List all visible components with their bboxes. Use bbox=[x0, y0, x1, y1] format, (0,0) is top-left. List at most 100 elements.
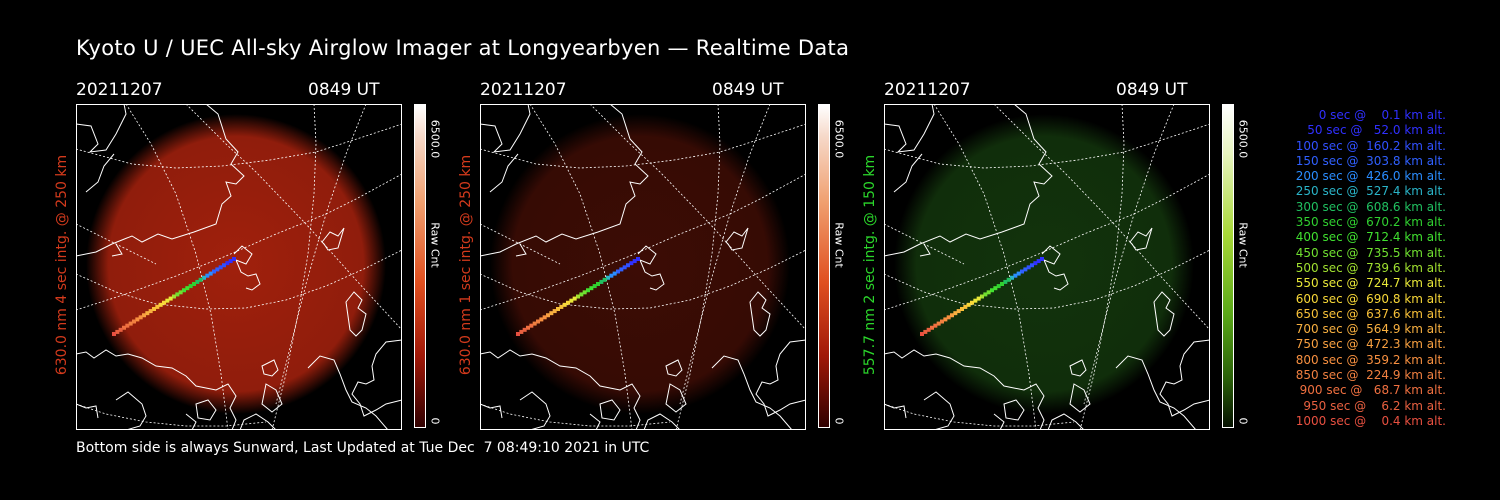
trajectory-point bbox=[976, 296, 981, 301]
grid-line bbox=[185, 104, 402, 331]
coastline bbox=[749, 291, 771, 337]
allsky-map bbox=[884, 104, 1210, 430]
coastline bbox=[1159, 339, 1210, 417]
grid-line bbox=[884, 403, 1075, 427]
colorbar-min-wrap: 0 bbox=[830, 414, 848, 428]
coastline bbox=[884, 104, 1053, 257]
trajectory-point bbox=[996, 284, 1001, 289]
trajectory-point bbox=[208, 271, 213, 276]
trajectory-point bbox=[532, 321, 537, 326]
colorbar-max-wrap: 6500.0 bbox=[426, 104, 444, 174]
coastline bbox=[321, 227, 345, 251]
coastline bbox=[1153, 291, 1175, 337]
trajectory-point bbox=[983, 292, 988, 297]
trajectory-point bbox=[612, 271, 617, 276]
legend-row: 300 sec @ 608.6 km alt. bbox=[1295, 199, 1446, 214]
coastline bbox=[185, 413, 197, 430]
panel-side-label-wrap: 630.0 nm 4 sec intg. @ 250 km bbox=[52, 102, 72, 428]
trajectory-point bbox=[576, 294, 580, 299]
trajectory-point bbox=[950, 313, 954, 318]
trajectory-point bbox=[953, 311, 958, 316]
coastline bbox=[115, 391, 147, 430]
legend-row: 700 sec @ 564.9 km alt. bbox=[1295, 322, 1446, 337]
trajectory-point bbox=[930, 325, 934, 330]
panel-date: 20211207 bbox=[480, 80, 567, 100]
trajectory-point bbox=[118, 327, 123, 332]
coastline bbox=[1115, 355, 1197, 430]
trajectory-point bbox=[1040, 257, 1044, 261]
coastline bbox=[711, 355, 793, 430]
trajectory-point bbox=[212, 269, 216, 274]
legend-row: 850 sec @ 224.9 km alt. bbox=[1295, 368, 1446, 383]
trajectory-point bbox=[539, 317, 544, 322]
grid-line bbox=[480, 173, 806, 311]
trajectory-point bbox=[168, 296, 173, 301]
panel-time: 0849 UT bbox=[308, 80, 380, 100]
trajectory-point bbox=[963, 304, 968, 309]
trajectory-point bbox=[626, 263, 630, 268]
colorbar-max: 6500.0 bbox=[1236, 119, 1250, 159]
trajectory-point bbox=[225, 261, 230, 266]
airglow-image bbox=[490, 114, 790, 414]
coastline bbox=[884, 104, 935, 153]
legend-row: 600 sec @ 690.8 km alt. bbox=[1295, 291, 1446, 306]
coastline bbox=[76, 403, 99, 419]
legend-row: 450 sec @ 735.5 km alt. bbox=[1295, 245, 1446, 260]
trajectory-point bbox=[122, 325, 126, 330]
trajectory-point bbox=[215, 267, 220, 272]
trajectory-point bbox=[923, 329, 928, 334]
trajectory-point bbox=[1006, 277, 1011, 282]
coastline bbox=[76, 104, 245, 257]
trajectory-point bbox=[619, 267, 624, 272]
colorbar-max: 6500.0 bbox=[428, 119, 442, 159]
colorbar-unit-wrap: Raw Cnt bbox=[1234, 210, 1252, 280]
grid-line bbox=[480, 249, 806, 310]
trajectory-point bbox=[632, 259, 637, 264]
trajectory-point bbox=[586, 288, 590, 293]
trajectory-point bbox=[1036, 259, 1041, 264]
trajectory-point bbox=[559, 304, 564, 309]
coastline bbox=[589, 413, 601, 430]
trajectory-point bbox=[933, 323, 938, 328]
coastline bbox=[599, 399, 621, 421]
trajectory-point bbox=[222, 263, 226, 268]
trajectory-point bbox=[566, 300, 570, 305]
trajectory-point bbox=[1016, 271, 1021, 276]
trajectory-point bbox=[546, 313, 550, 318]
coastline bbox=[884, 349, 1045, 430]
grid-line bbox=[1083, 104, 1175, 405]
trajectory-point bbox=[162, 300, 166, 305]
legend-row: 650 sec @ 637.6 km alt. bbox=[1295, 306, 1446, 321]
panel-date: 20211207 bbox=[884, 80, 971, 100]
trajectory-point bbox=[228, 259, 233, 264]
coastline bbox=[233, 245, 261, 291]
legend-row: 250 sec @ 527.4 km alt. bbox=[1295, 184, 1446, 199]
colorbar-unit: Raw Cnt bbox=[832, 222, 846, 268]
coastline bbox=[480, 104, 649, 257]
trajectory-point bbox=[1033, 261, 1038, 266]
trajectory-point bbox=[542, 315, 547, 320]
map-frame bbox=[76, 104, 402, 430]
trajectory-point bbox=[582, 290, 587, 295]
coastline bbox=[351, 339, 402, 417]
trajectory-point bbox=[609, 273, 614, 278]
coastline bbox=[85, 153, 115, 193]
trajectory-point bbox=[195, 279, 200, 284]
legend-row: 800 sec @ 359.2 km alt. bbox=[1295, 352, 1446, 367]
colorbar-min-wrap: 0 bbox=[426, 414, 444, 428]
trajectory-point bbox=[142, 313, 146, 318]
legend-row: 100 sec @ 160.2 km alt. bbox=[1295, 138, 1446, 153]
legend-row: 1000 sec @ 0.4 km alt. bbox=[1295, 413, 1446, 428]
colorbar-min: 0 bbox=[832, 417, 846, 425]
coastline bbox=[480, 403, 503, 419]
trajectory-point bbox=[185, 286, 190, 291]
grid-line bbox=[76, 249, 402, 310]
trajectory-point bbox=[519, 329, 524, 334]
coastline bbox=[515, 243, 527, 257]
trajectory-point bbox=[158, 302, 163, 307]
trajectory-point bbox=[622, 265, 627, 270]
panel-date: 20211207 bbox=[76, 80, 163, 100]
coastline bbox=[261, 359, 279, 377]
trajectory-point bbox=[529, 323, 534, 328]
lat-lon-grid bbox=[884, 104, 1210, 430]
